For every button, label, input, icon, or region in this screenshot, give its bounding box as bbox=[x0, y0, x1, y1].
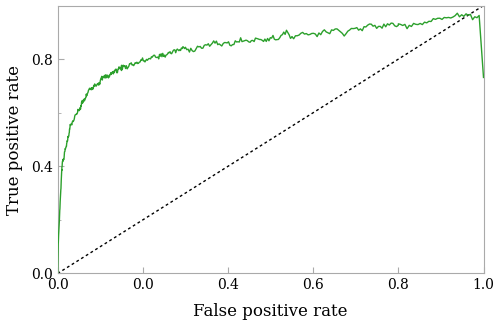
X-axis label: False positive rate: False positive rate bbox=[194, 304, 348, 320]
Y-axis label: True positive rate: True positive rate bbox=[6, 65, 22, 215]
